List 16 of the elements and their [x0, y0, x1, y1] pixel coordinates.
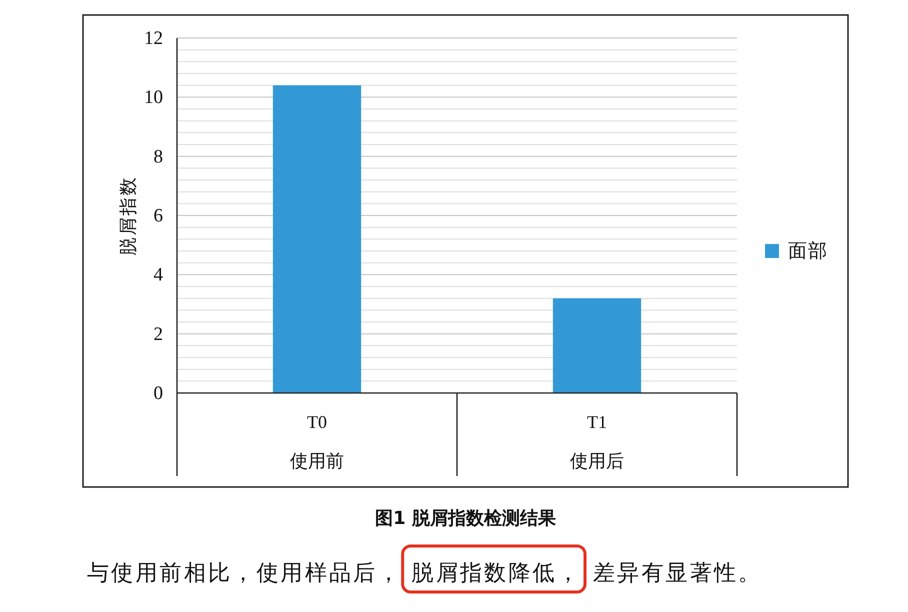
y-tick-label: 4 — [154, 264, 164, 286]
text: 差异有显著性。 — [593, 560, 762, 585]
text: 脱屑指数降低， — [412, 560, 582, 585]
legend: 面部 — [765, 240, 828, 262]
y-tick-label: 8 — [154, 146, 163, 167]
y-axis-title: 脱屑指数 — [118, 176, 138, 256]
y-tick-label: 10 — [144, 86, 163, 108]
text: 图1 脱屑指数检测结果 — [375, 508, 557, 528]
y-tick-label: 6 — [154, 205, 163, 226]
y-tick-label: 2 — [154, 323, 163, 344]
text: 与使用前相比，使用样品后， — [87, 560, 402, 585]
x-tick-label: T1 使用后 — [570, 412, 624, 471]
legend-label: 面部 — [788, 240, 828, 262]
y-tick-label: 12 — [144, 28, 163, 48]
y-tick-label: 0 — [154, 382, 163, 404]
x-tick-label: T0 使用前 — [290, 412, 344, 471]
